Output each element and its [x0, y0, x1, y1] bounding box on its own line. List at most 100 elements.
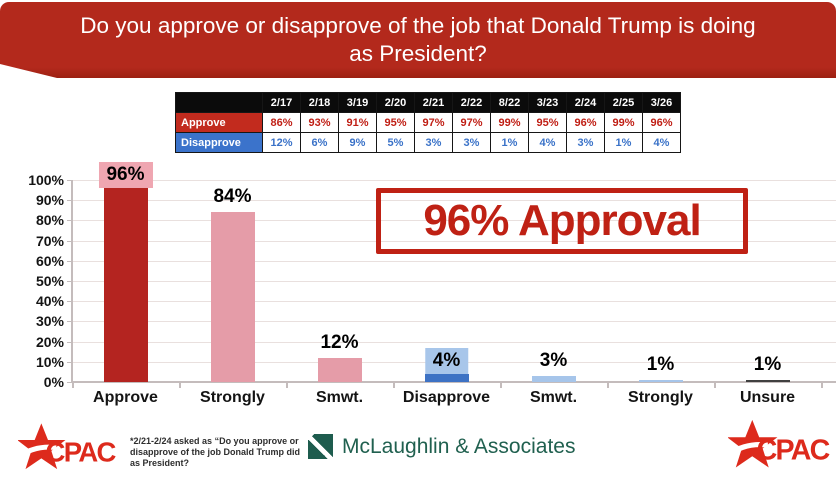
gridline: [72, 200, 836, 202]
table-date-header: 2/25: [604, 92, 643, 113]
table-value-cell: 4%: [528, 132, 567, 153]
question-text: Do you approve or disapprove of the job …: [80, 13, 756, 66]
category-label-0: Approve: [93, 389, 158, 406]
category-label-4: Smwt.: [529, 389, 578, 406]
table-value-cell: 99%: [604, 112, 643, 133]
gridline: [72, 341, 836, 343]
category-label-2: Smwt.: [315, 389, 364, 406]
y-axis-tick: [67, 220, 72, 222]
y-axis-label: 50%: [35, 273, 64, 289]
table-value-cell: 99%: [490, 112, 529, 133]
mclaughlin-logo-text: McLaughlin & Associates: [342, 434, 576, 458]
y-axis-tick: [67, 281, 72, 282]
table-corner-cell: [175, 92, 263, 113]
bar-value-label-6: 1%: [753, 353, 782, 375]
table-date-header: 3/23: [528, 92, 567, 113]
gridline: [72, 301, 836, 303]
bar-value-label-0: 96%: [98, 162, 153, 189]
table-row-disapprove: Disapprove 12% 6% 9% 5% 3% 3% 1% 4% 3% 1% 4%: [175, 132, 681, 153]
y-axis-label: 10%: [35, 353, 64, 370]
cpac-logo-left: CPAC: [16, 420, 118, 478]
table-value-cell: 86%: [262, 112, 301, 133]
cpac-logo-text: CPAC: [46, 437, 117, 468]
table-date-header: 2/21: [414, 92, 453, 113]
poll-table-body: Approve 86% 93% 91% 95% 97% 97% 99% 95% 96% 99% 96%…: [175, 112, 681, 153]
x-axis-tick: [179, 382, 181, 388]
y-axis-tick: [67, 321, 72, 323]
mclaughlin-logo: McLaughlin & Associates: [308, 434, 575, 459]
table-date-header: 3/26: [642, 92, 681, 113]
category-label-1: Strongly: [200, 389, 265, 406]
table-value-cell: 95%: [528, 112, 567, 133]
approval-stamp-text: 96% Approval: [423, 196, 701, 245]
table-value-cell: 96%: [566, 112, 605, 133]
table-date-header: 2/22: [452, 92, 491, 113]
table-value-cell: 12%: [262, 132, 301, 153]
bar-value-label-5: 1%: [646, 353, 675, 375]
table-value-cell: 6%: [300, 132, 339, 153]
poll-table-head: 2/17 2/18 3/19 2/20 2/21 2/22 8/22 3/23 2/24 2/25…: [175, 92, 681, 113]
chart-bar-1-strongly: [210, 212, 255, 382]
table-value-cell: 1%: [604, 132, 643, 153]
table-value-cell: 97%: [452, 112, 491, 133]
chart-bar-4-smwt: [531, 375, 576, 382]
footnote: *2/21-2/24 asked as “Do you approve or d…: [130, 436, 300, 469]
category-label-5: Strongly: [628, 389, 693, 406]
y-axis-label: 40%: [35, 293, 64, 310]
table-value-cell: 1%: [490, 132, 529, 153]
chart-bar-5-strongly: [638, 379, 683, 382]
x-axis-tick: [714, 382, 716, 388]
chart-bar-6-unsure: [745, 379, 790, 382]
table-value-cell: 93%: [300, 112, 339, 133]
table-row-label: Approve: [175, 112, 263, 133]
gridline: [72, 321, 836, 323]
x-axis-tick: [286, 382, 288, 388]
table-date-header: 3/19: [338, 92, 377, 113]
footnote-line: as President?: [130, 458, 190, 468]
cpac-logo-text: CPAC: [757, 435, 830, 467]
table-value-cell: 95%: [376, 112, 415, 133]
category-label-6: Unsure: [739, 389, 796, 406]
table-date-header: 8/22: [490, 92, 529, 113]
x-axis-tick: [393, 382, 395, 388]
y-axis-tick: [67, 180, 72, 181]
x-axis-tick: [72, 382, 74, 388]
y-axis-label: 90%: [35, 192, 64, 209]
cpac-star-icon: CPAC: [16, 423, 118, 470]
x-axis-line: [71, 381, 836, 383]
chart-bar-3-disapprove: [424, 373, 469, 382]
table-date-header: 2/18: [300, 92, 339, 113]
table-value-cell: 3%: [414, 132, 453, 153]
bar-value-label-4: 3%: [539, 349, 568, 371]
table-value-cell: 3%: [452, 132, 491, 153]
bar-value-label-3: 4%: [424, 347, 469, 374]
y-axis-label: 20%: [35, 333, 64, 350]
x-axis-tick: [821, 382, 823, 388]
gridline: [72, 281, 836, 282]
footnote-line: *2/21-2/24 asked as “Do you approve or: [130, 436, 299, 446]
y-axis-tick: [67, 260, 72, 262]
footnote-line: disapprove of the job Donald Trump did: [130, 447, 301, 457]
y-axis-label: 30%: [35, 313, 64, 330]
approval-stamp: 96% Approval: [376, 188, 748, 254]
gridline: [72, 260, 836, 262]
table-date-header: 2/24: [566, 92, 605, 113]
table-value-cell: 4%: [642, 132, 681, 153]
mclaughlin-square-icon: [308, 434, 333, 459]
bar-value-label-2: 12%: [320, 331, 359, 353]
cpac-star-icon: CPAC: [726, 419, 831, 468]
table-date-header: 2/20: [376, 92, 415, 113]
y-axis-tick: [67, 341, 72, 343]
table-value-cell: 9%: [338, 132, 377, 153]
y-axis-label: 0%: [43, 374, 64, 390]
y-axis-label: 80%: [35, 212, 64, 229]
chart-bar-0-approve: [103, 188, 148, 382]
x-axis-tick: [500, 382, 502, 388]
x-axis-tick: [607, 382, 609, 388]
y-axis-tick: [67, 301, 72, 303]
y-axis-label: 60%: [35, 252, 64, 269]
bar-value-label-1: 84%: [213, 186, 252, 208]
table-value-cell: 3%: [566, 132, 605, 153]
